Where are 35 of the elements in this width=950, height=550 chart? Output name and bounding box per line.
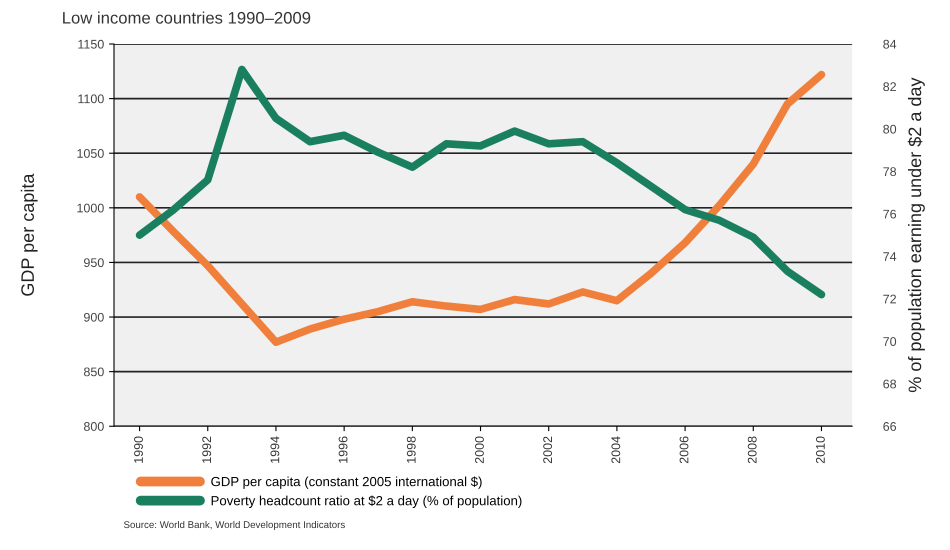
y-tick-label: 1100 (78, 94, 104, 104)
y2-tick-label: 76 (883, 210, 896, 219)
x-tick-label: 2008 (748, 436, 757, 464)
x-tick-label: 2010 (816, 436, 825, 464)
y-tick-label: 900 (84, 312, 104, 322)
x-tick-label: 1994 (270, 436, 280, 463)
legend-label: GDP per capita (constant 2005 international $) (211, 476, 482, 489)
x-tick-label: 1992 (202, 436, 212, 463)
y2-axis-title: % of population earning under $2 a day (908, 78, 925, 392)
legend-label: Poverty headcount ratio at $2 a day (% of population) (212, 495, 522, 508)
x-tick-label: 1998 (406, 436, 416, 463)
y-axis-title: GDP per capita (20, 174, 38, 296)
chart-title: Low income countries 1990–2009 (63, 11, 310, 24)
y-tick-label: 1050 (77, 149, 104, 158)
y2-tick-label: 68 (883, 380, 896, 388)
y-tick-label: 850 (84, 367, 104, 376)
y2-tick-label: 72 (883, 294, 896, 304)
x-tick-label: 1996 (338, 436, 348, 463)
y2-tick-label: 80 (883, 124, 896, 134)
y2-tick-label: 82 (883, 82, 896, 92)
x-tick-label: 2004 (611, 436, 620, 464)
x-tick-label: 2000 (475, 436, 484, 464)
y2-tick-label: 66 (883, 422, 896, 431)
y-tick-label: 1000 (77, 204, 104, 212)
y-tick-label: 800 (84, 422, 104, 431)
y2-tick-label: 84 (883, 40, 896, 49)
y2-tick-label: 70 (883, 337, 896, 346)
source-note: Source: World Bank, World Development Indicators (124, 520, 345, 530)
x-tick-label: 2002 (543, 436, 552, 464)
y-tick-label: 1150 (78, 40, 104, 49)
x-tick-label: 1990 (134, 436, 143, 463)
y2-tick-label: 78 (883, 167, 896, 176)
y2-tick-label: 74 (883, 252, 896, 261)
x-tick-label: 2006 (680, 436, 688, 464)
y-tick-label: 950 (84, 258, 104, 268)
